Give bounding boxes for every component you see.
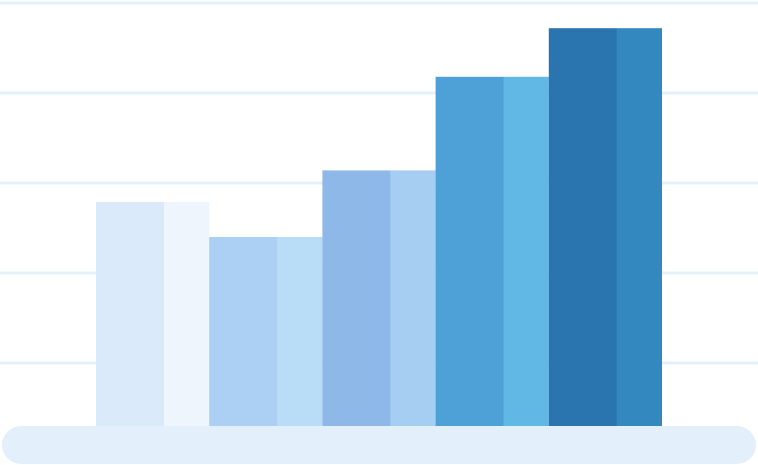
bar	[96, 201, 165, 426]
bar-highlight	[390, 170, 436, 426]
bar	[548, 28, 618, 426]
bar	[209, 237, 278, 426]
bar-highlight	[616, 28, 662, 426]
base-platform	[2, 426, 756, 464]
bar	[435, 76, 505, 427]
bar-highlight	[277, 237, 323, 426]
bar	[322, 170, 391, 426]
bar-highlight	[503, 76, 549, 427]
bar-highlight	[163, 201, 210, 426]
